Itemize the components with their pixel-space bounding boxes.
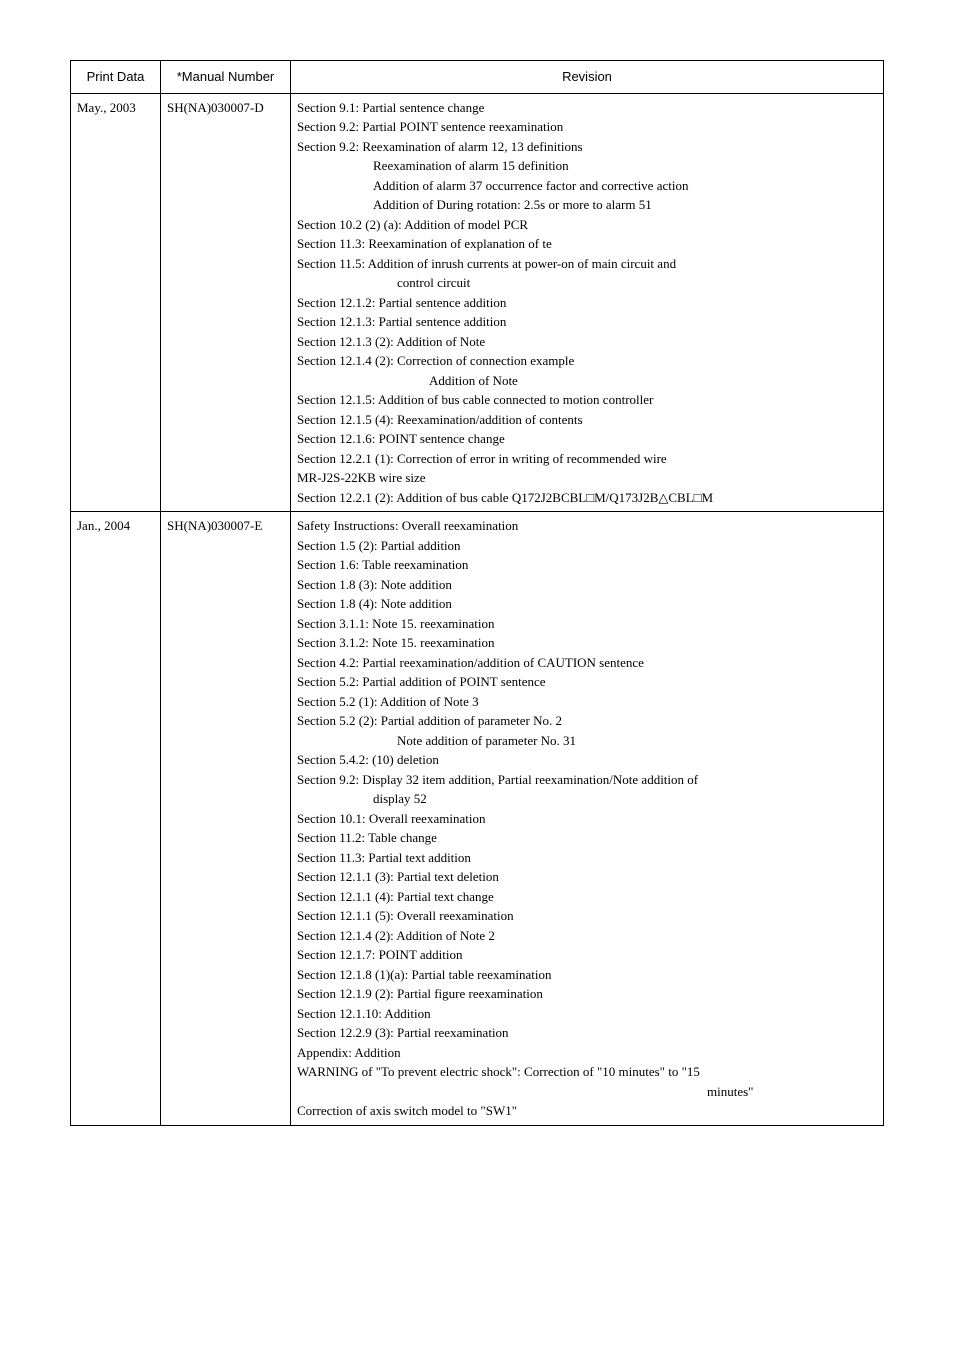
revision-line: Section 12.1.2: Partial sentence additio…	[297, 293, 877, 313]
revision-line: Section 1.8 (4): Note addition	[297, 594, 877, 614]
revision-line: Section 5.2: Partial addition of POINT s…	[297, 672, 877, 692]
revision-line: Safety Instructions: Overall reexaminati…	[297, 516, 877, 536]
revision-line: Section 11.3: Partial text addition	[297, 848, 877, 868]
revision-line: Addition of Note	[297, 371, 877, 391]
revision-line: Section 1.6: Table reexamination	[297, 555, 877, 575]
revision-line: Section 9.1: Partial sentence change	[297, 98, 877, 118]
revision-line: Section 5.4.2: (10) deletion	[297, 750, 877, 770]
revision-line: Section 12.1.1 (4): Partial text change	[297, 887, 877, 907]
revision-line: display 52	[297, 789, 877, 809]
revision-line: Section 12.1.8 (1)(a): Partial table ree…	[297, 965, 877, 985]
revision-line: Section 12.1.10: Addition	[297, 1004, 877, 1024]
revision-line: Section 12.2.1 (2): Addition of bus cabl…	[297, 488, 877, 508]
revision-line: Section 11.2: Table change	[297, 828, 877, 848]
manual-number-cell: SH(NA)030007-E	[161, 512, 291, 1126]
revision-line: Section 9.2: Reexamination of alarm 12, …	[297, 137, 877, 157]
table-row: May., 2003SH(NA)030007-DSection 9.1: Par…	[71, 93, 884, 512]
revision-line: Section 4.2: Partial reexamination/addit…	[297, 653, 877, 673]
revision-line: minutes"	[297, 1082, 877, 1102]
revision-line: Section 3.1.2: Note 15. reexamination	[297, 633, 877, 653]
table-row: Jan., 2004SH(NA)030007-E Safety Instructi…	[71, 512, 884, 1126]
revision-line: Section 5.2 (1): Addition of Note 3	[297, 692, 877, 712]
revision-line: Addition of During rotation: 2.5s or mor…	[297, 195, 877, 215]
manual-number-cell: SH(NA)030007-D	[161, 93, 291, 512]
revision-line: Reexamination of alarm 15 definition	[297, 156, 877, 176]
revision-table: Print Data *Manual Number Revision May.,…	[70, 60, 884, 1126]
revision-cell: Section 9.1: Partial sentence changeSect…	[291, 93, 884, 512]
revision-line: Section 12.2.9 (3): Partial reexaminatio…	[297, 1023, 877, 1043]
print-data-cell: Jan., 2004	[71, 512, 161, 1126]
revision-line: Addition of alarm 37 occurrence factor a…	[297, 176, 877, 196]
revision-line: MR-J2S-22KB wire size	[297, 468, 877, 488]
header-print-data: Print Data	[71, 61, 161, 94]
revision-cell: Safety Instructions: Overall reexaminati…	[291, 512, 884, 1126]
revision-line: Section 12.2.1 (1): Correction of error …	[297, 449, 877, 469]
revision-line: Section 9.2: Partial POINT sentence reex…	[297, 117, 877, 137]
revision-line: Section 1.5 (2): Partial addition	[297, 536, 877, 556]
revision-line: Section 12.1.7: POINT addition	[297, 945, 877, 965]
revision-line: Section 12.1.4 (2): Correction of connec…	[297, 351, 877, 371]
header-manual-number: *Manual Number	[161, 61, 291, 94]
revision-line: Section 12.1.5: Addition of bus cable co…	[297, 390, 877, 410]
revision-line: Section 10.2 (2) (a): Addition of model …	[297, 215, 877, 235]
header-revision: Revision	[291, 61, 884, 94]
revision-line: Section 12.1.5 (4): Reexamination/additi…	[297, 410, 877, 430]
revision-line: Section 5.2 (2): Partial addition of par…	[297, 711, 877, 731]
print-data-cell: May., 2003	[71, 93, 161, 512]
revision-line: Section 12.1.1 (3): Partial text deletio…	[297, 867, 877, 887]
revision-line: Section 12.1.3 (2): Addition of Note	[297, 332, 877, 352]
revision-line: WARNING of "To prevent electric shock": …	[297, 1062, 877, 1082]
table-header-row: Print Data *Manual Number Revision	[71, 61, 884, 94]
revision-line: Section 12.1.1 (5): Overall reexaminatio…	[297, 906, 877, 926]
revision-line: Section 1.8 (3): Note addition	[297, 575, 877, 595]
revision-line: Section 12.1.9 (2): Partial figure reexa…	[297, 984, 877, 1004]
revision-line: Correction of axis switch model to "SW1"	[297, 1101, 877, 1121]
revision-line: Section 9.2: Display 32 item addition, P…	[297, 770, 877, 790]
revision-line: Section 11.5: Addition of inrush current…	[297, 254, 877, 274]
revision-line: Section 12.1.4 (2): Addition of Note 2	[297, 926, 877, 946]
revision-line: control circuit	[297, 273, 877, 293]
revision-line: Section 10.1: Overall reexamination	[297, 809, 877, 829]
revision-line: Appendix: Addition	[297, 1043, 877, 1063]
revision-line: Section 12.1.3: Partial sentence additio…	[297, 312, 877, 332]
revision-line: Note addition of parameter No. 31	[297, 731, 877, 751]
revision-line: Section 12.1.6: POINT sentence change	[297, 429, 877, 449]
revision-line: Section 11.3: Reexamination of explanati…	[297, 234, 877, 254]
revision-line: Section 3.1.1: Note 15. reexamination	[297, 614, 877, 634]
